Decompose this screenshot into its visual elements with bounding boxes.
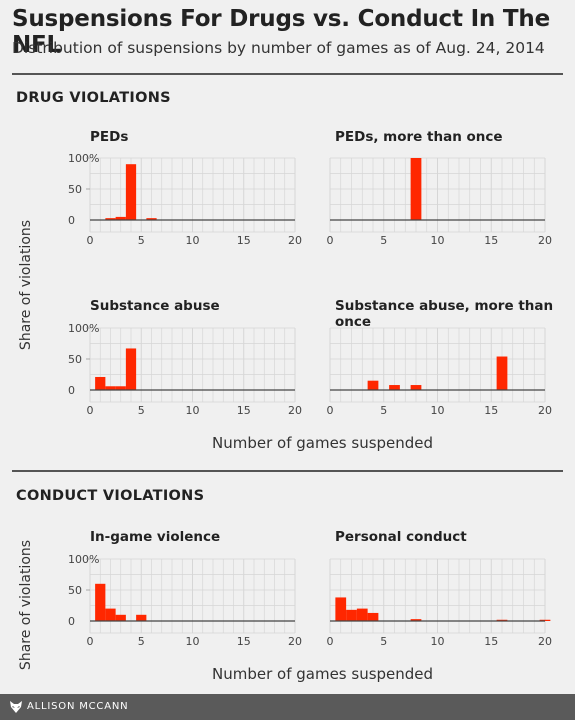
fox-icon	[10, 701, 22, 713]
panel-title-peds-repeat: PEDs, more than once	[335, 129, 503, 145]
x-tick-label: 10	[431, 635, 445, 648]
footer-credit: ALLISON MCCANN	[27, 701, 129, 712]
panel-title-in-game: In-game violence	[90, 529, 221, 545]
bar	[539, 619, 551, 621]
x-tick-label: 20	[538, 635, 552, 648]
x-tick-label: 0	[327, 234, 334, 247]
panel-title-personal: Personal conduct	[335, 529, 467, 545]
bar	[389, 385, 400, 390]
bar	[367, 380, 379, 390]
x-tick-label: 20	[288, 404, 302, 417]
y-tick-label: 50	[68, 584, 82, 597]
x-tick-label: 10	[186, 635, 200, 648]
x-tick-label: 0	[327, 404, 334, 417]
chart-peds: 0 50 100% 0 5 10 15 20	[68, 152, 302, 247]
x-tick-label: 5	[380, 404, 387, 417]
bar	[125, 348, 137, 390]
x-tick-label: 20	[288, 635, 302, 648]
x-axis-label-conduct: Number of games suspended	[212, 665, 434, 683]
bar	[346, 609, 357, 621]
bar	[335, 597, 347, 621]
footer-bar: ALLISON MCCANN	[0, 694, 575, 720]
y-axis-label-drug: Share of violations	[18, 219, 34, 351]
x-axis-label-drug: Number of games suspended	[212, 434, 434, 452]
panel-title-substance: Substance abuse	[90, 298, 220, 314]
middle-divider	[12, 470, 563, 472]
x-tick-label: 0	[327, 635, 334, 648]
bar	[356, 608, 368, 621]
x-tick-label: 10	[186, 404, 200, 417]
chart-peds-repeat: 0 5 10 15 20	[327, 157, 552, 247]
bar	[125, 164, 137, 220]
bar	[105, 218, 116, 220]
bar	[496, 356, 508, 390]
y-tick-label: 100%	[68, 553, 99, 566]
x-tick-label: 20	[538, 404, 552, 417]
bar	[95, 583, 106, 621]
bar	[115, 614, 126, 621]
y-tick-label: 50	[68, 183, 82, 196]
section-title-drug: DRUG VIOLATIONS	[16, 90, 171, 106]
chart-title: Suspensions For Drugs vs. Conduct In The…	[12, 6, 550, 58]
chart-substance-repeat: 0 5 10 15 20	[327, 327, 552, 417]
chart-personal: 0 5 10 15 20	[327, 558, 552, 648]
bar	[136, 614, 147, 621]
bar	[496, 619, 508, 621]
x-tick-label: 15	[237, 635, 251, 648]
x-tick-label: 10	[431, 234, 445, 247]
bar	[95, 376, 106, 390]
bar	[146, 218, 157, 220]
x-tick-label: 15	[484, 404, 498, 417]
x-tick-label: 5	[138, 234, 145, 247]
section-title-conduct: CONDUCT VIOLATIONS	[16, 488, 205, 504]
y-tick-label: 100%	[68, 322, 99, 335]
y-axis-label-conduct: Share of violations	[18, 539, 34, 671]
x-tick-label: 15	[484, 234, 498, 247]
bar	[105, 386, 116, 390]
bar	[115, 216, 126, 220]
y-tick-label: 0	[68, 615, 75, 628]
x-tick-label: 0	[87, 234, 94, 247]
bar	[367, 612, 379, 621]
chart-subtitle: Distribution of suspensions by number of…	[12, 39, 545, 57]
y-tick-label: 0	[68, 384, 75, 397]
y-tick-label: 50	[68, 353, 82, 366]
x-tick-label: 5	[380, 635, 387, 648]
panel-title-peds: PEDs	[90, 129, 129, 145]
x-tick-label: 20	[288, 234, 302, 247]
x-tick-label: 10	[186, 234, 200, 247]
bar	[410, 158, 422, 220]
x-tick-label: 0	[87, 635, 94, 648]
top-divider	[12, 73, 563, 75]
y-tick-label: 100%	[68, 152, 99, 165]
panel-title-substance-repeat: Substance abuse, more than once	[335, 298, 554, 330]
x-tick-label: 5	[138, 635, 145, 648]
bar	[105, 608, 116, 621]
x-tick-label: 0	[87, 404, 94, 417]
chart-in-game: 0 50 100% 0 5 10 15 20	[68, 553, 302, 648]
y-tick-label: 0	[68, 214, 75, 227]
x-tick-label: 5	[380, 234, 387, 247]
x-tick-label: 15	[237, 404, 251, 417]
x-tick-label: 20	[538, 234, 552, 247]
bar	[410, 385, 422, 390]
bar	[115, 386, 126, 390]
chart-substance: 0 50 100% 0 5 10 15 20	[68, 322, 302, 417]
x-tick-label: 10	[431, 404, 445, 417]
x-tick-label: 15	[484, 635, 498, 648]
x-tick-label: 15	[237, 234, 251, 247]
bar	[410, 619, 422, 621]
x-tick-label: 5	[138, 404, 145, 417]
